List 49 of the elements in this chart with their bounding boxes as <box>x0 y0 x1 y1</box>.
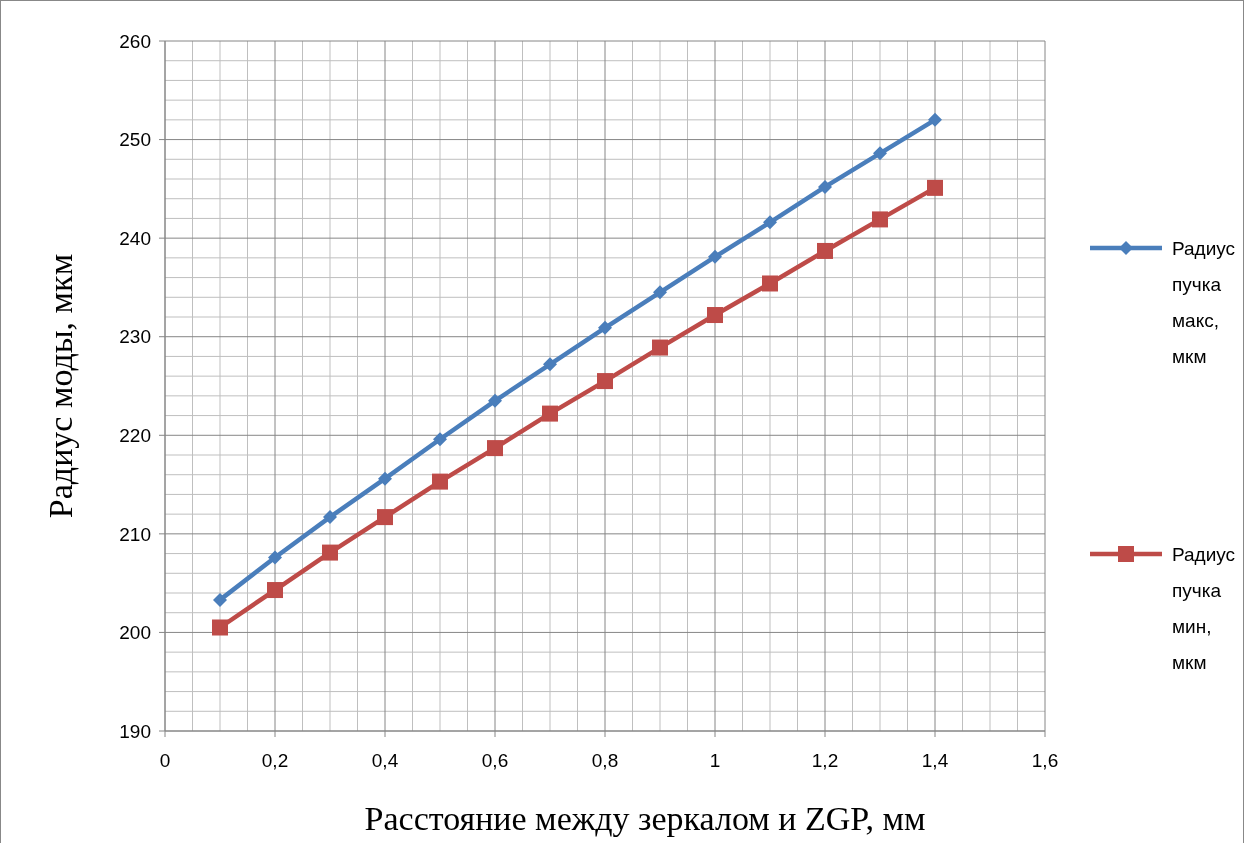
point <box>707 307 723 324</box>
point <box>488 393 502 408</box>
y-tick-label: 190 <box>119 720 151 742</box>
y-tick-label: 260 <box>119 30 151 52</box>
point <box>378 471 392 486</box>
point <box>268 550 282 565</box>
point <box>598 320 612 335</box>
y-tick-label: 250 <box>119 129 151 151</box>
point <box>927 179 943 196</box>
x-tick-label: 1 <box>709 750 721 771</box>
point <box>543 357 557 372</box>
y-tick-label: 240 <box>119 227 151 249</box>
legend-label: Радиус пучка мин, мкм <box>1172 544 1236 673</box>
point <box>817 242 833 259</box>
point <box>213 592 227 607</box>
point <box>542 405 558 422</box>
x-tick-label: 0,6 <box>481 750 509 771</box>
y-axis-title: Радиус моды, мкм <box>42 253 79 519</box>
point <box>323 510 337 525</box>
x-tick-label: 1,2 <box>811 750 839 771</box>
point <box>267 582 283 599</box>
y-tick-label: 230 <box>119 326 151 348</box>
x-tick-label: 0,2 <box>261 750 289 771</box>
point <box>432 473 448 490</box>
x-tick-label: 1,6 <box>1031 750 1059 771</box>
point <box>433 432 447 447</box>
point <box>763 215 777 230</box>
x-tick-label: 0,8 <box>591 750 619 771</box>
point <box>212 619 228 636</box>
x-tick-label: 1,4 <box>921 750 949 771</box>
point <box>928 112 942 127</box>
y-tick-label: 220 <box>119 424 151 446</box>
point <box>872 211 888 228</box>
point <box>873 146 887 161</box>
point <box>377 509 393 526</box>
x-tick-label: 0 <box>159 750 171 771</box>
y-tick-label: 200 <box>119 622 151 644</box>
y-tick-label: 210 <box>119 523 151 545</box>
point <box>818 179 832 194</box>
point <box>708 249 722 264</box>
x-axis-title: Расстояние между зеркалом и ZGP, мм <box>364 800 926 837</box>
x-tick-label: 0,4 <box>371 750 399 771</box>
point <box>762 275 778 292</box>
point <box>653 285 667 300</box>
legend-label: Радиус пучка макс, мкм <box>1172 238 1236 367</box>
point <box>487 440 503 457</box>
point <box>652 339 668 356</box>
point <box>597 373 613 390</box>
point <box>322 544 338 561</box>
